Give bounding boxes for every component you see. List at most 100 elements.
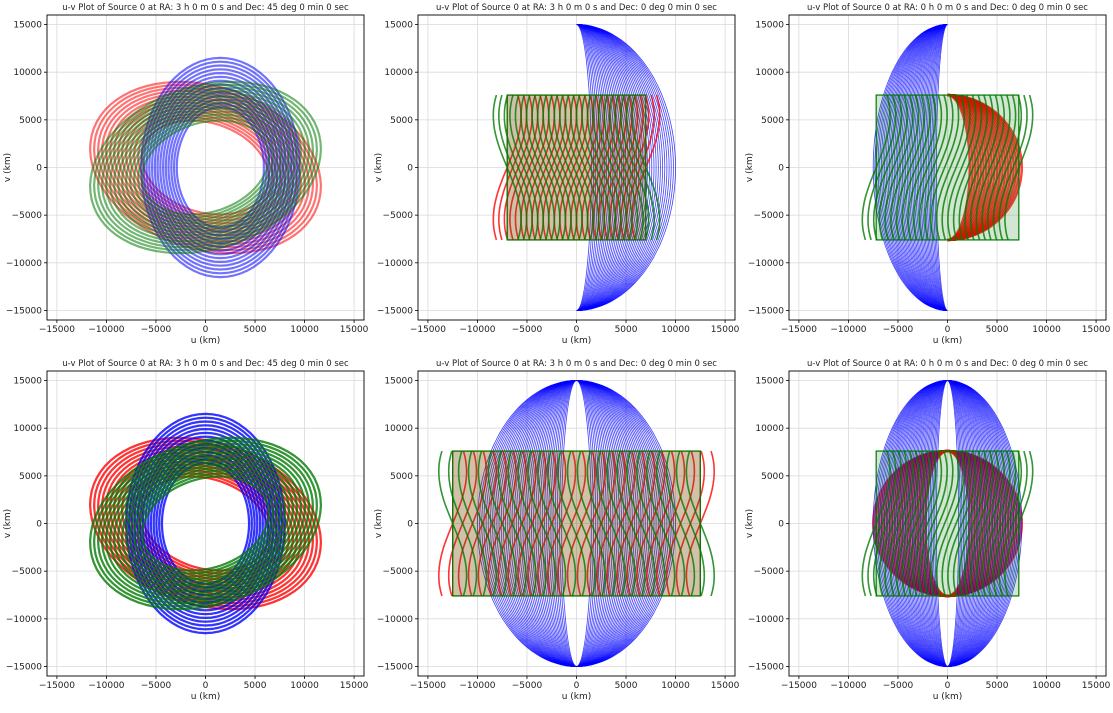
series-blue-track <box>576 380 670 667</box>
series-green-track <box>497 94 528 241</box>
series-green-track <box>958 94 988 241</box>
series-green-mirror-track <box>88 436 323 611</box>
series-green-track <box>620 94 650 241</box>
series-blue-track <box>911 380 948 667</box>
series-green-track <box>867 450 897 597</box>
series-blue-track <box>539 380 577 667</box>
series-blue-track <box>485 380 577 667</box>
series-green-track <box>986 94 1017 241</box>
y-axis-label: v (km) <box>374 509 384 538</box>
series-blue-track <box>885 380 948 667</box>
plot-area <box>492 24 677 311</box>
series-blue-track <box>929 380 948 667</box>
series-blue-track <box>947 380 977 667</box>
y-tick-label: −5000 <box>754 567 785 577</box>
series-blue-track <box>947 380 1013 667</box>
series-blue-track <box>576 380 618 667</box>
x-tick-label: −5000 <box>512 325 543 335</box>
y-tick-label: 15000 <box>13 377 42 387</box>
series-green-track <box>581 94 611 241</box>
series-blue-track <box>919 380 948 667</box>
series-blue-track <box>895 380 948 667</box>
series-blue-track <box>576 380 677 667</box>
series-blue-track <box>879 24 948 311</box>
x-tick-label: −5000 <box>512 681 543 691</box>
series-blue-track <box>476 380 577 667</box>
series-blue-track <box>947 380 989 667</box>
series-green-track <box>930 450 960 597</box>
series-blue-track <box>576 24 677 311</box>
series-green-track <box>556 450 587 597</box>
x-tick-label: 15000 <box>711 681 740 691</box>
series-blue-track <box>515 380 577 667</box>
series-green-track <box>477 450 508 597</box>
series-green-track <box>96 86 315 249</box>
y-tick-label: −5000 <box>383 211 414 221</box>
series-green-track <box>492 94 522 241</box>
x-tick-label: 10000 <box>661 681 690 691</box>
series-green-track <box>969 94 1000 241</box>
series-blue-track <box>576 24 661 311</box>
series-blue-track <box>947 380 1010 667</box>
series-blue-track <box>947 380 1021 667</box>
series-blue-track <box>924 24 948 311</box>
series-blue-track <box>947 380 969 667</box>
y-tick-label: −15000 <box>748 662 784 672</box>
series-blue-track <box>500 380 577 667</box>
chart-title: u-v Plot of Source 0 at RA: 3 h 0 m 0 s … <box>62 359 349 369</box>
series-blue-track <box>929 24 948 311</box>
x-tick-label: 15000 <box>1082 681 1111 691</box>
y-axis-label: v (km) <box>3 153 13 182</box>
series-green-mirror-track <box>136 472 275 575</box>
series-green-track <box>140 119 271 216</box>
x-tick-label: 5000 <box>986 325 1009 335</box>
series-blue-track <box>947 380 987 667</box>
y-tick-label: 5000 <box>761 472 784 482</box>
x-tick-label: 15000 <box>340 325 369 335</box>
y-tick-label: 5000 <box>390 472 413 482</box>
series-green-mirror-track <box>100 445 311 602</box>
series-blue-track <box>576 24 620 311</box>
series-blue-track <box>874 24 948 311</box>
series-green <box>861 94 1034 241</box>
series-blue-track <box>518 380 577 667</box>
series-blue-track <box>947 380 976 667</box>
y-tick-label: −15000 <box>377 306 413 316</box>
x-axis-label: u (km) <box>562 692 592 702</box>
series-blue-track <box>576 24 648 311</box>
uv-plot-6: u-v Plot of Source 0 at RA: 0 h 0 m 0 s … <box>745 359 1111 702</box>
uv-plot-panel-2: u-v Plot of Source 0 at RA: 3 h 0 m 0 s … <box>371 0 742 356</box>
series-green-mirror-track <box>112 454 299 593</box>
series-green <box>437 450 716 597</box>
series-green-track <box>625 94 656 241</box>
series-blue-track <box>576 24 609 311</box>
series-green-track <box>614 94 644 241</box>
series-blue-track <box>919 24 948 311</box>
series-blue-track <box>872 24 948 311</box>
series-blue-track <box>911 24 948 311</box>
series-blue-track <box>498 380 577 667</box>
series-green-track <box>924 94 954 241</box>
series-blue-track <box>947 380 982 667</box>
series-blue-track <box>520 380 577 667</box>
y-tick-label: −10000 <box>6 615 42 625</box>
x-tick-label: 5000 <box>615 681 638 691</box>
x-axis-label: u (km) <box>562 336 592 346</box>
series-green-track <box>884 94 914 241</box>
x-tick-label: −10000 <box>88 681 124 691</box>
series-green-track <box>570 94 600 241</box>
series-green-track <box>136 116 275 219</box>
series-green <box>88 436 323 611</box>
series-blue-track <box>926 24 948 311</box>
series-blue-track <box>524 380 577 667</box>
series-green-track <box>665 450 696 597</box>
x-tick-label: 0 <box>203 681 209 691</box>
series-green-mirror-track <box>116 457 295 590</box>
series-blue-track <box>576 380 659 667</box>
series-blue-track <box>890 380 948 667</box>
x-tick-label: 0 <box>945 681 951 691</box>
series-green-band <box>452 450 701 597</box>
chart-title: u-v Plot of Source 0 at RA: 3 h 0 m 0 s … <box>436 3 717 13</box>
series-blue-track <box>576 380 640 667</box>
series-green <box>492 94 661 241</box>
